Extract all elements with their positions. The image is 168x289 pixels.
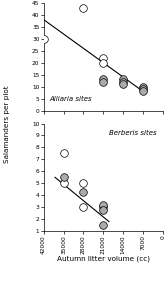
Text: Salamanders per plot: Salamanders per plot: [4, 86, 10, 163]
X-axis label: Autumn litter volume (cc): Autumn litter volume (cc): [57, 255, 150, 262]
Text: Berberis sites: Berberis sites: [109, 130, 157, 136]
Text: Alliaria sites: Alliaria sites: [50, 96, 92, 102]
